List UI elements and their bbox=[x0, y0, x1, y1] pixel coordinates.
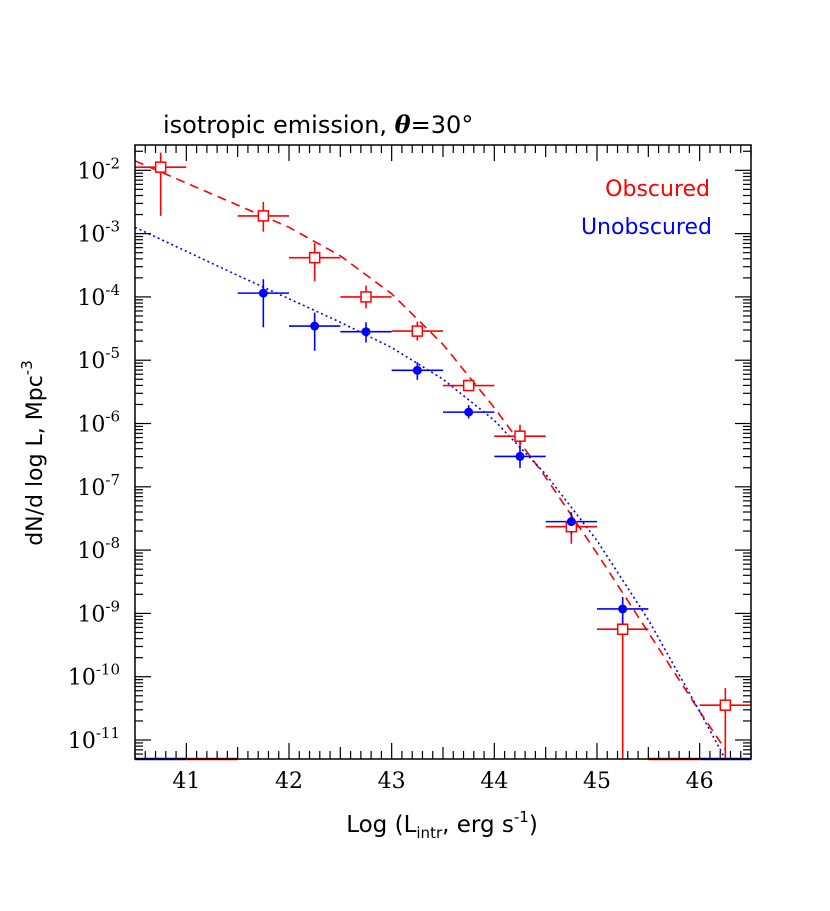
marker-unobscured-0 bbox=[258, 288, 268, 298]
marker-obscured-3 bbox=[360, 291, 372, 303]
marker-obscured-8 bbox=[616, 623, 629, 635]
ytick-label: 10-4 bbox=[77, 281, 120, 311]
error-bars bbox=[135, 152, 751, 759]
axis-ticks bbox=[134, 145, 752, 759]
xtick-label: 42 bbox=[275, 769, 303, 794]
ytick-label: 10-11 bbox=[68, 724, 120, 754]
legend-unobscured: Unobscured bbox=[581, 215, 712, 240]
ytick-label: 10-2 bbox=[77, 154, 120, 184]
marker-obscured-0 bbox=[154, 161, 167, 173]
xtick-label: 44 bbox=[480, 769, 508, 794]
marker-unobscured-3 bbox=[412, 365, 422, 375]
marker-unobscured-5 bbox=[515, 451, 525, 461]
marker-unobscured-2 bbox=[361, 327, 371, 337]
ytick-label: 10-5 bbox=[77, 344, 120, 374]
xtick-label: 43 bbox=[378, 769, 406, 794]
y-axis-label: dN/d log L, Mpc-3 bbox=[18, 360, 48, 546]
marker-obscured-4 bbox=[411, 325, 424, 337]
ytick-label: 10-7 bbox=[77, 471, 120, 501]
xtick-label: 41 bbox=[172, 769, 200, 794]
model-curves bbox=[134, 160, 727, 760]
chart-title: isotropic emission, θ=30° bbox=[163, 110, 473, 139]
marker-unobscured-4 bbox=[464, 407, 474, 417]
marker-unobscured-7 bbox=[618, 604, 628, 614]
xtick-label: 45 bbox=[583, 769, 611, 794]
tick-labels: 41 42 43 44 45 46 10-2 10-3 10-4 10-5 10-6 10-7 10-8… bbox=[68, 154, 714, 794]
model-line-unobscured bbox=[134, 226, 727, 760]
marker-unobscured-6 bbox=[566, 517, 576, 527]
ytick-label: 10-10 bbox=[68, 661, 120, 691]
ytick-label: 10-3 bbox=[77, 218, 120, 248]
marker-obscured-1 bbox=[257, 210, 270, 222]
model-line-obscured bbox=[134, 160, 726, 750]
data-markers bbox=[154, 161, 732, 711]
marker-obscured-6 bbox=[514, 430, 526, 442]
ytick-label: 10-9 bbox=[77, 597, 120, 627]
marker-obscured-9 bbox=[719, 699, 732, 711]
legend-obscured: Obscured bbox=[605, 177, 710, 202]
xtick-label: 46 bbox=[686, 769, 714, 794]
marker-obscured-5 bbox=[462, 379, 475, 392]
ytick-label: 10-8 bbox=[77, 534, 120, 564]
x-axis-label: Log (Lintr, erg s-1) bbox=[346, 808, 538, 842]
marker-unobscured-1 bbox=[310, 321, 320, 331]
marker-obscured-2 bbox=[308, 251, 321, 264]
ytick-label: 10-6 bbox=[77, 408, 120, 438]
